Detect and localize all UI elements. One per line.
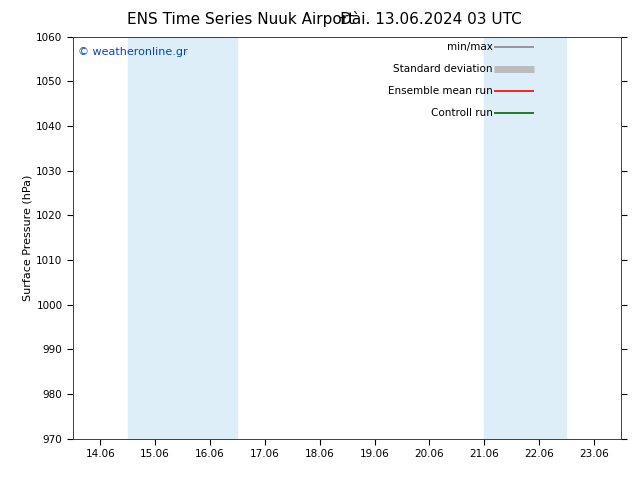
Text: © weatheronline.gr: © weatheronline.gr bbox=[79, 47, 188, 57]
Text: Ensemble mean run: Ensemble mean run bbox=[388, 86, 493, 96]
Bar bbox=[128, 37, 237, 439]
Text: Đài. 13.06.2024 03 UTC: Đài. 13.06.2024 03 UTC bbox=[340, 12, 522, 27]
Y-axis label: Surface Pressure (hPa): Surface Pressure (hPa) bbox=[22, 174, 32, 301]
Text: Standard deviation: Standard deviation bbox=[393, 64, 493, 74]
Bar bbox=[484, 37, 566, 439]
Text: Controll run: Controll run bbox=[430, 108, 493, 118]
Text: ENS Time Series Nuuk Airport: ENS Time Series Nuuk Airport bbox=[127, 12, 354, 27]
Text: min/max: min/max bbox=[446, 42, 493, 52]
